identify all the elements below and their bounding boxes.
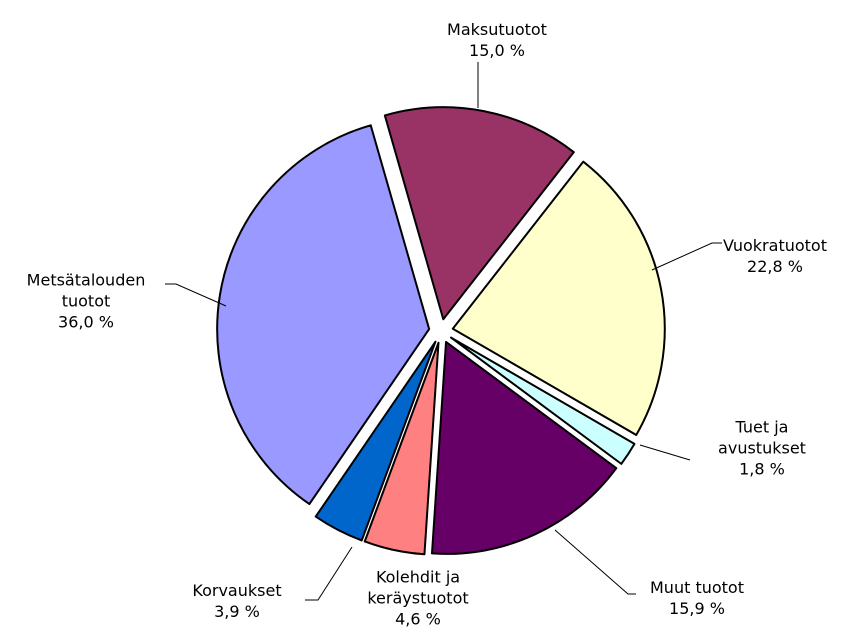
value-label: 36,0 %	[58, 312, 114, 332]
leader-line	[165, 283, 227, 307]
slice-label: Korvaukset 3,9 %	[167, 580, 307, 622]
value-label: 15,0 %	[469, 41, 525, 60]
slice-label: Maksutuotot 15,0 %	[427, 19, 567, 61]
value-label: 4,6 %	[395, 609, 441, 629]
pie-slice	[451, 160, 666, 436]
category-label: Metsätalouden tuotot	[26, 270, 146, 311]
leader-line	[554, 529, 636, 595]
category-label: Muut tuotot	[650, 578, 744, 597]
slice-label: Metsätalouden tuotot 36,0 %	[6, 270, 166, 333]
leader-line	[651, 242, 722, 271]
leader-line	[305, 546, 353, 601]
slice-label: Muut tuotot 15,9 %	[627, 577, 767, 619]
leader-line	[639, 444, 691, 461]
category-label: Korvaukset	[192, 581, 282, 600]
pie-slice	[450, 336, 636, 465]
category-label: Tuet ja avustukset	[718, 417, 806, 458]
category-label: Vuokratuotot	[723, 236, 827, 255]
value-label: 3,9 %	[214, 602, 260, 621]
value-label: 1,8 %	[739, 459, 785, 479]
slice-label: Vuokratuotot 22,8 %	[705, 235, 845, 277]
value-label: 22,8 %	[747, 257, 803, 276]
pie-slice	[430, 340, 618, 555]
pie-slice	[216, 124, 431, 506]
slice-label: Tuet ja avustukset 1,8 %	[707, 417, 817, 480]
pie-slice	[383, 106, 575, 321]
category-label: Maksutuotot	[447, 20, 547, 39]
value-label: 15,9 %	[669, 599, 725, 618]
slice-label: Kolehdit ja keräystuotot 4,6 %	[358, 567, 478, 630]
category-label: Kolehdit ja keräystuotot	[367, 567, 469, 608]
pie-slice	[314, 340, 437, 542]
pie-slice	[363, 341, 440, 556]
